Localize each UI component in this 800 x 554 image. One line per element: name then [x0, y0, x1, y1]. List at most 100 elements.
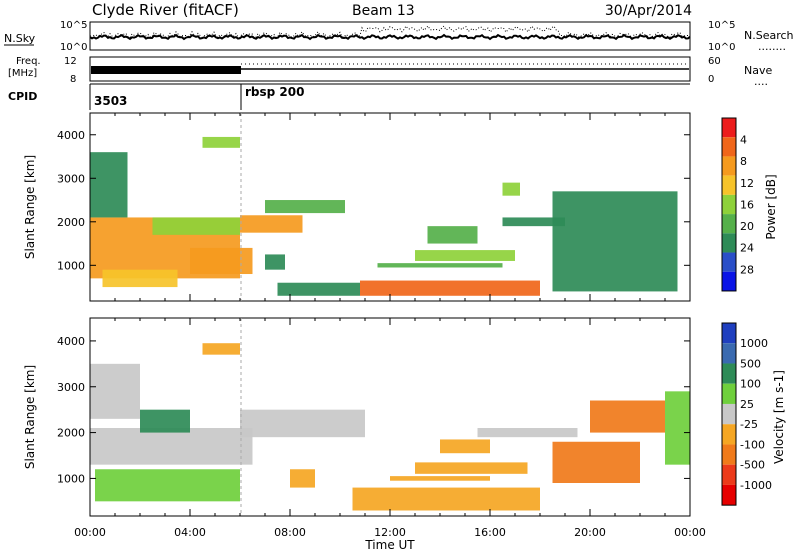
velocity-region: [95, 469, 240, 502]
velocity-region: [477, 428, 578, 438]
power-colorbar-tick: 8: [740, 155, 747, 168]
velocity-colorbar-tick: -100: [740, 438, 765, 451]
power-region: [377, 263, 503, 268]
power-y-axis: 1000 2000 3000 4000: [57, 129, 690, 272]
power-region: [90, 152, 128, 218]
power-region: [202, 136, 240, 148]
noise-left-tick-top: 10^5: [60, 20, 87, 31]
velocity-ytick-label: 4000: [57, 335, 85, 348]
velocity-colorbar-frame: [721, 322, 737, 506]
noise-right-tick-top: 10^5: [708, 20, 735, 31]
cpid-panel: CPID 3503 rbsp 200: [8, 83, 690, 110]
power-colorbar-tick: 12: [740, 177, 754, 190]
cpid-label: CPID: [8, 90, 37, 103]
velocity-region: [90, 428, 253, 465]
power-ytick-label: 4000: [57, 129, 85, 142]
velocity-region: [552, 441, 640, 483]
time-tick-label: 04:00: [174, 526, 206, 539]
freq-left-tick-top: 12: [64, 56, 77, 67]
time-tick-label: 12:00: [374, 526, 406, 539]
power-colorbar: 4 8 12 16 20 24 28: [721, 117, 754, 292]
time-tick-label: 08:00: [274, 526, 306, 539]
freq-right-tick-top: 60: [708, 56, 721, 67]
noise-traces: [89, 25, 691, 41]
power-colorbar-tick: 28: [740, 263, 754, 276]
noise-sky-trace: [89, 33, 691, 41]
power-colorbar-cell: [722, 233, 736, 253]
velocity-colorbar-cell: [722, 383, 736, 404]
velocity-colorbar: 1000 500 100 25 -25 -100 -500 -1000: [721, 322, 772, 506]
time-tick-label: 00:00: [674, 526, 706, 539]
noise-search-trace: [89, 25, 691, 40]
power-colorbar-cell: [722, 137, 736, 157]
velocity-ytick-label: 2000: [57, 427, 85, 440]
power-ytick-label: 3000: [57, 172, 85, 185]
freq-label-line2: [MHz]: [8, 68, 37, 79]
power-colorbar-cell: [722, 252, 736, 272]
power-region: [502, 182, 520, 196]
velocity-region: [140, 409, 190, 433]
power-colorbar-cell: [722, 194, 736, 215]
velocity-colorbar-cell: [722, 323, 736, 344]
nave-legend: ....: [754, 75, 768, 88]
nave-label: Nave: [744, 64, 772, 77]
freq-panel: Freq. [MHz] 12 8 60 0 Nave ....: [8, 56, 772, 88]
power-region: [152, 217, 240, 235]
velocity-colorbar-tick: -1000: [740, 479, 772, 492]
velocity-colorbar-tick: 1000: [740, 337, 768, 350]
power-region: [360, 280, 540, 296]
power-region: [265, 254, 285, 270]
noise-left-label: N.Sky: [4, 32, 36, 45]
date-title: 30/Apr/2014: [605, 3, 692, 19]
velocity-colorbar-cell: [722, 343, 736, 364]
power-colorbar-cell: [722, 175, 736, 195]
freq-right-tick-bottom: 0: [708, 74, 714, 85]
power-colorbar-label: Power [dB]: [764, 174, 778, 239]
velocity-ylabel: Slant Range [km]: [23, 365, 37, 469]
power-colorbar-tick: 24: [740, 242, 754, 255]
beam-title: Beam 13: [352, 3, 415, 19]
time-axis-label: Time UT: [364, 538, 415, 552]
velocity-colorbar-tick: -25: [740, 418, 758, 431]
velocity-region: [440, 439, 490, 454]
velocity-ytick-label: 1000: [57, 472, 85, 485]
cpid-segment-2: rbsp 200: [245, 85, 304, 99]
velocity-colorbar-cell: [722, 403, 736, 425]
power-colorbar-tick: 20: [740, 220, 754, 233]
velocity-colorbar-tick: -500: [740, 459, 765, 472]
power-ytick-label: 1000: [57, 259, 85, 272]
power-colorbar-cell: [722, 214, 736, 234]
velocity-colorbar-cell: [722, 424, 736, 445]
velocity-region: [352, 487, 540, 511]
velocity-colorbar-tick: 25: [740, 398, 754, 411]
power-region: [552, 191, 678, 292]
power-region: [190, 247, 253, 275]
velocity-colorbar-tick: 100: [740, 378, 761, 391]
power-colorbar-frame: [721, 117, 737, 292]
velocity-y-axis: 1000 2000 3000 4000: [57, 335, 690, 485]
velocity-region: [290, 469, 315, 488]
velocity-x-axis: 00:00 04:00 08:00 12:00 16:00 20:00 00:00: [74, 318, 706, 539]
velocity-colorbar-cell: [722, 444, 736, 465]
velocity-colorbar-cell: [722, 464, 736, 485]
power-region: [277, 282, 360, 296]
power-region: [502, 217, 565, 227]
velocity-colorbar-label: Velocity [m s-1]: [772, 370, 786, 464]
velocity-ytick-label: 3000: [57, 381, 85, 394]
power-x-ticks: [89, 113, 691, 301]
velocity-region: [90, 363, 140, 419]
power-region: [427, 226, 478, 244]
power-colorbar-tick: 16: [740, 198, 754, 211]
velocity-region: [240, 409, 365, 438]
velocity-colorbar-cell: [722, 484, 736, 506]
freq-label-line1: Freq.: [16, 56, 41, 67]
power-region: [415, 250, 515, 261]
power-colorbar-cell: [722, 118, 736, 138]
noise-right-tick-bottom: 10^0: [708, 42, 735, 53]
velocity-data-regions: [90, 343, 690, 511]
power-ytick-label: 2000: [57, 216, 85, 229]
power-colorbar-tick: 4: [740, 134, 747, 147]
velocity-region: [590, 400, 665, 433]
power-region: [102, 269, 178, 288]
power-region: [265, 200, 315, 214]
